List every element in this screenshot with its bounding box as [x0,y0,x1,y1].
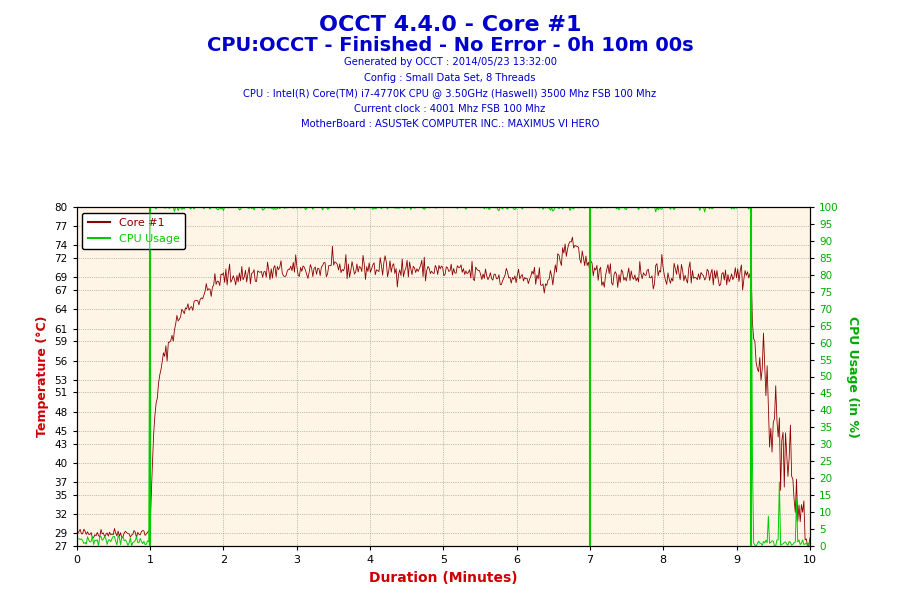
Text: Config : Small Data Set, 8 Threads: Config : Small Data Set, 8 Threads [364,73,536,83]
Y-axis label: Temperature (°C): Temperature (°C) [36,316,49,437]
X-axis label: Duration (Minutes): Duration (Minutes) [369,571,518,584]
Text: MotherBoard : ASUSTeK COMPUTER INC.: MAXIMUS VI HERO: MotherBoard : ASUSTeK COMPUTER INC.: MAX… [301,119,599,130]
Legend: Core #1, CPU Usage: Core #1, CPU Usage [82,212,185,249]
Text: Current clock : 4001 Mhz FSB 100 Mhz: Current clock : 4001 Mhz FSB 100 Mhz [355,104,545,114]
Text: CPU:OCCT - Finished - No Error - 0h 10m 00s: CPU:OCCT - Finished - No Error - 0h 10m … [207,36,693,55]
Text: OCCT 4.4.0 - Core #1: OCCT 4.4.0 - Core #1 [319,15,581,35]
Text: Generated by OCCT : 2014/05/23 13:32:00: Generated by OCCT : 2014/05/23 13:32:00 [344,57,556,67]
Y-axis label: CPU Usage (in %): CPU Usage (in %) [847,316,860,437]
Text: CPU : Intel(R) Core(TM) i7-4770K CPU @ 3.50GHz (Haswell) 3500 Mhz FSB 100 Mhz: CPU : Intel(R) Core(TM) i7-4770K CPU @ 3… [243,88,657,98]
